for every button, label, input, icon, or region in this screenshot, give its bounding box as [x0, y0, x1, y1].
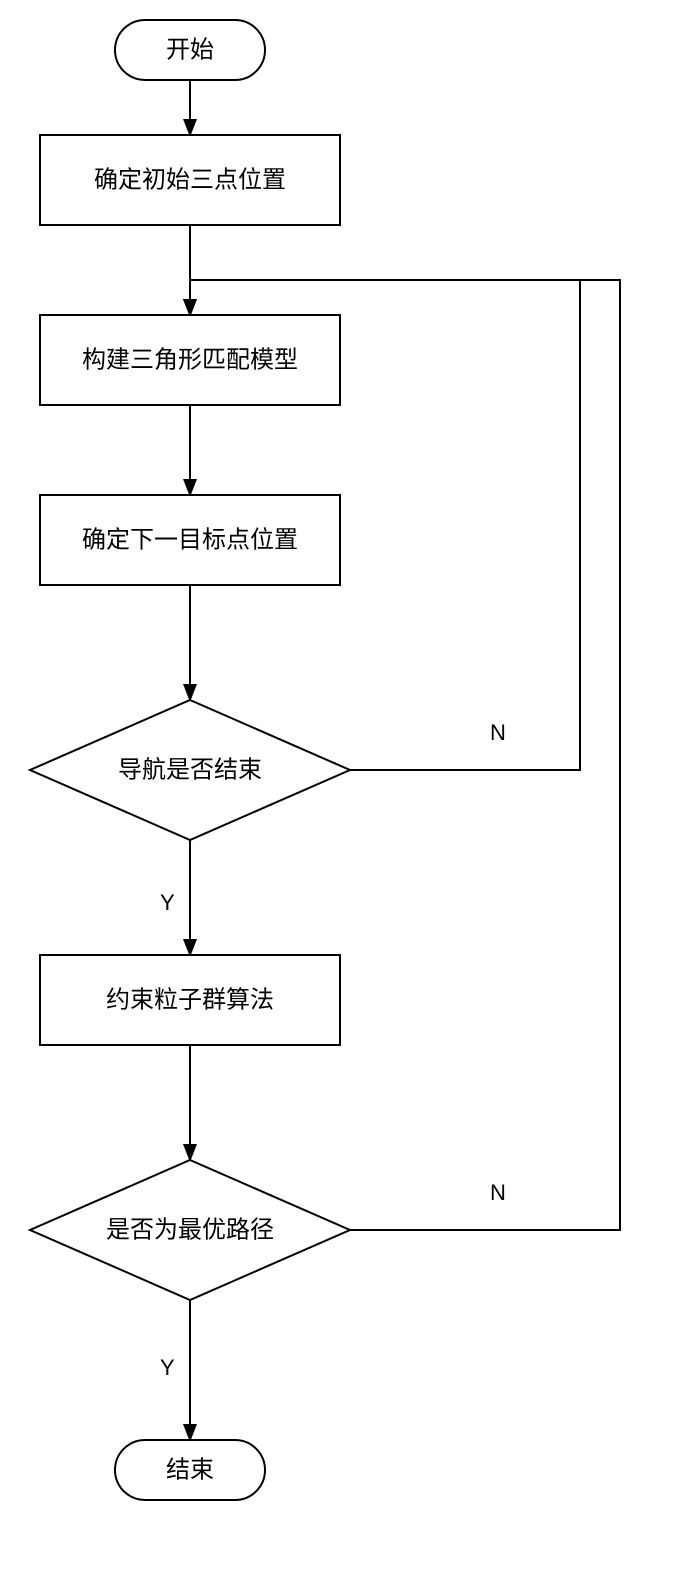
edge-label: N	[490, 720, 506, 745]
node-label: 构建三角形匹配模型	[82, 347, 298, 374]
node-label: 开始	[166, 37, 214, 64]
node-label: 确定下一目标点位置	[82, 527, 298, 554]
node-label: 导航是否结束	[118, 757, 262, 784]
node-label: 确定初始三点位置	[94, 167, 286, 194]
node-label: 是否为最优路径	[106, 1217, 274, 1244]
node-label: 约束粒子群算法	[106, 987, 274, 1014]
edge-label: N	[490, 1180, 506, 1205]
edge-label: Y	[160, 890, 175, 915]
node-label: 结束	[166, 1457, 214, 1484]
flowchart-canvas: Y Y N N 开始确定初始三点位置构建三角形匹配模型确定下一目标点位置导航是否结束约束…	[0, 0, 697, 1577]
edge-label: Y	[160, 1355, 175, 1380]
